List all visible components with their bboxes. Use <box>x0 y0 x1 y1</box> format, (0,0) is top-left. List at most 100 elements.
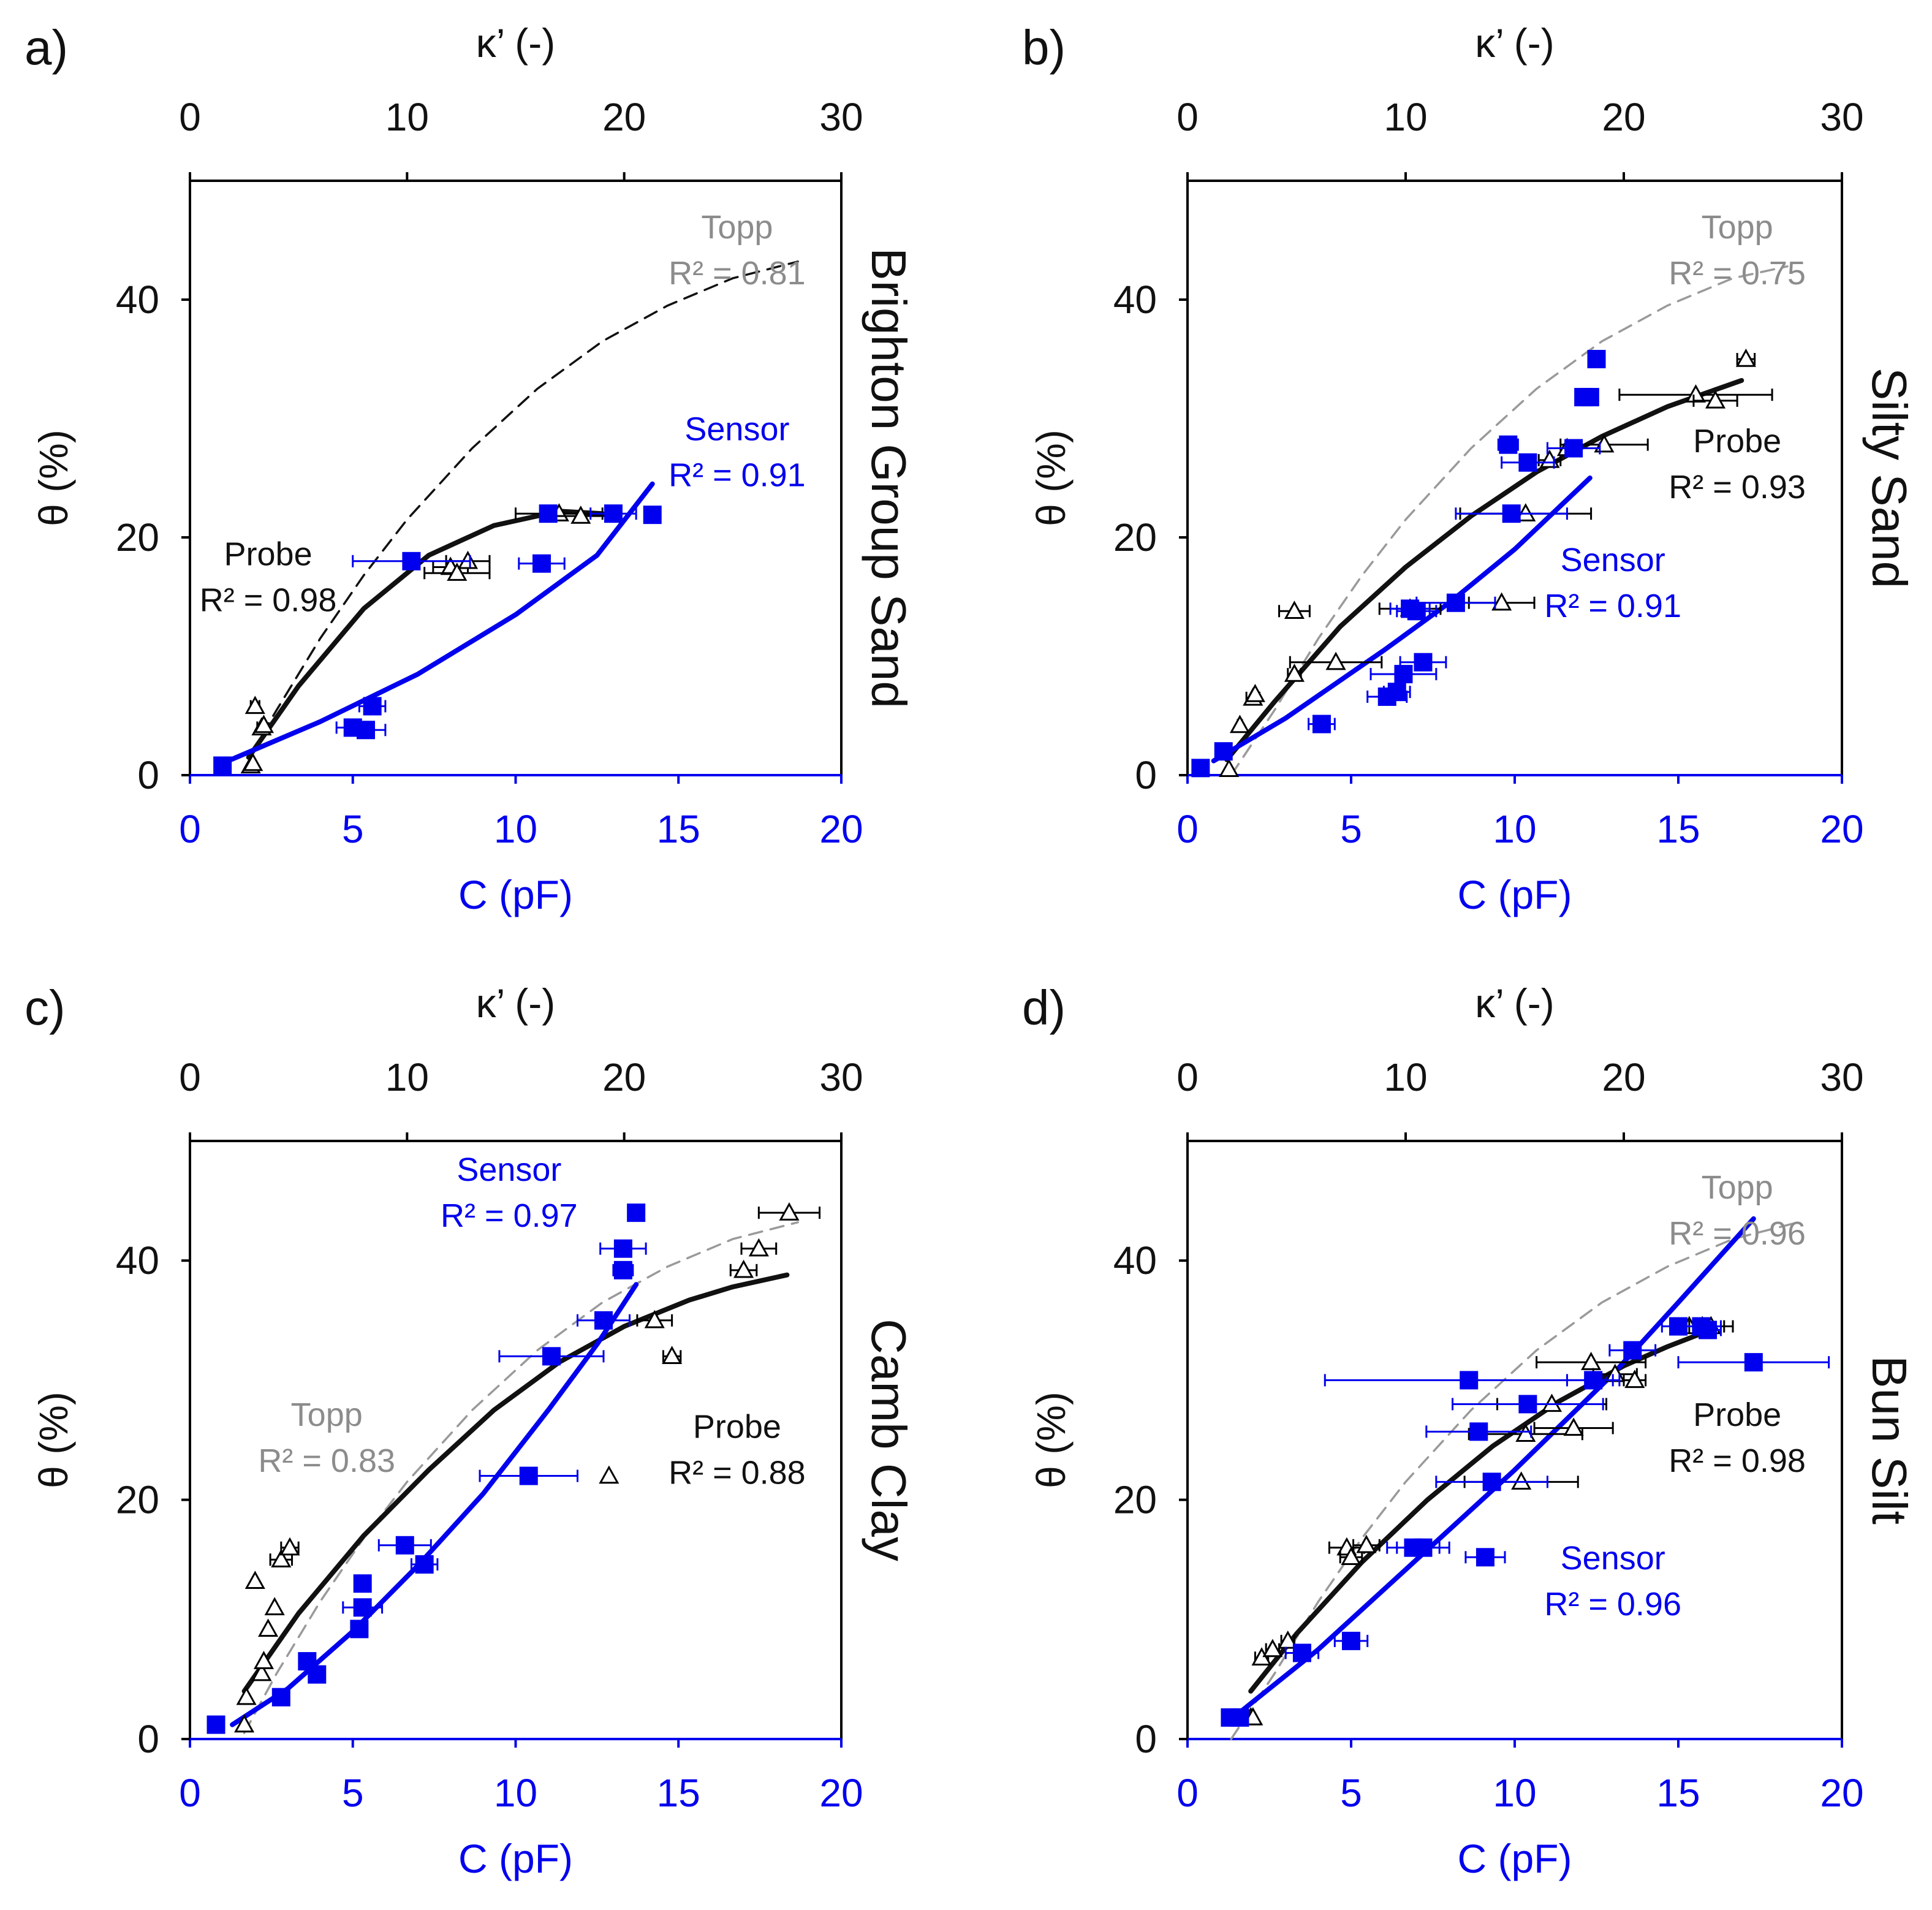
x2-axis-label: κ’ (-) <box>1475 980 1555 1026</box>
sensor-name-label: Sensor <box>1561 1540 1665 1577</box>
sensor-point <box>206 1715 225 1734</box>
probe-point <box>1356 1534 1377 1553</box>
x-tick-label: 10 <box>494 1771 537 1815</box>
probe-r2-label: R² = 0.88 <box>669 1454 806 1491</box>
x2-tick-label: 20 <box>602 95 646 139</box>
probe-point <box>234 1714 255 1733</box>
x-tick-label: 20 <box>1820 1771 1863 1815</box>
probe-point <box>271 1549 292 1567</box>
sensor-point <box>1446 593 1465 612</box>
x-tick-label: 5 <box>1340 807 1362 851</box>
panel-label: c) <box>25 980 66 1035</box>
sensor-fit-line <box>220 481 655 766</box>
sensor-point <box>1414 1538 1433 1557</box>
y-axis-label: θ (%) <box>31 1392 76 1488</box>
probe-point <box>779 1202 800 1221</box>
sensor-point <box>1414 653 1433 672</box>
probe-point <box>1341 1547 1362 1565</box>
sensor-name-label: Sensor <box>456 1151 561 1188</box>
x2-tick-label: 0 <box>179 1055 201 1099</box>
x-tick-label: 15 <box>657 1771 700 1815</box>
y-tick-label: 40 <box>1113 278 1157 322</box>
sensor-point <box>363 697 382 716</box>
probe-point <box>1735 348 1756 367</box>
probe-point <box>279 1537 300 1556</box>
panel-1: 0 5 10 15 20 0 10 20 30 0 20 40 C (pF) κ’ (-) θ (%) a) B… <box>25 20 916 917</box>
probe-name-label: Probe <box>693 1408 781 1445</box>
x-axis-label: C (pF) <box>1458 872 1572 917</box>
y-tick-label: 40 <box>1113 1238 1157 1283</box>
probe-point <box>1284 601 1305 619</box>
sensor-point <box>213 756 232 775</box>
y-tick-label: 40 <box>116 278 159 322</box>
probe-point <box>253 714 275 733</box>
probe-point <box>662 1346 683 1365</box>
x2-axis-label: κ’ (-) <box>476 980 556 1026</box>
sensor-point <box>1499 435 1518 454</box>
y-tick-label: 0 <box>1135 753 1157 797</box>
probe-fit-line <box>241 1272 790 1694</box>
sensor-point <box>353 1574 372 1593</box>
probe-name-label: Probe <box>1693 423 1781 460</box>
sensor-point <box>1214 742 1233 761</box>
probe-point <box>1491 592 1512 611</box>
probe-point <box>244 1571 265 1590</box>
topp-name-label: Topp <box>291 1396 363 1433</box>
probe-point <box>1581 1352 1602 1370</box>
sensor-point <box>604 504 623 523</box>
topp-curve <box>249 260 799 755</box>
probe-point <box>251 1662 272 1681</box>
x-tick-label: 0 <box>179 807 201 851</box>
x2-tick-label: 10 <box>1384 95 1427 139</box>
sensor-point <box>271 1688 290 1707</box>
y-tick-label: 20 <box>116 515 159 559</box>
y-tick-label: 0 <box>137 753 159 797</box>
probe-point <box>748 1238 769 1257</box>
soil-label: Bun Silt <box>1862 1355 1917 1525</box>
sensor-point <box>627 1203 646 1222</box>
x-tick-label: 0 <box>179 1771 201 1815</box>
soil-label: Silty Sand <box>1862 368 1917 588</box>
sensor-point <box>1191 759 1210 778</box>
sensor-point <box>1623 1341 1642 1360</box>
probe-point <box>236 1686 257 1705</box>
y-tick-label: 20 <box>116 1478 159 1522</box>
panel-4: 0 5 10 15 20 0 10 20 30 0 20 40 C (pF) κ’ (-) θ (%) d) B… <box>1022 980 1917 1881</box>
sensor-point <box>613 1260 632 1279</box>
probe-point <box>1219 759 1240 777</box>
sensor-point <box>1518 453 1537 472</box>
probe-point <box>1325 651 1346 670</box>
x2-tick-label: 10 <box>385 95 429 139</box>
sensor-point <box>1476 1548 1494 1567</box>
sensor-point <box>395 1536 414 1555</box>
probe-point <box>264 1597 285 1615</box>
probe-point <box>243 752 263 771</box>
probe-point <box>1515 1423 1536 1442</box>
x-axis-label: C (pF) <box>1458 1836 1572 1881</box>
probe-point <box>1624 1370 1645 1389</box>
sensor-r2-label: R² = 0.91 <box>1544 588 1681 624</box>
sensor-point <box>594 1311 613 1330</box>
sensor-point <box>1580 388 1599 407</box>
topp-name-label: Topp <box>1702 209 1773 246</box>
sensor-point <box>1699 1321 1718 1340</box>
sensor-point <box>1292 1643 1311 1662</box>
sensor-point <box>1584 1371 1603 1390</box>
x-tick-label: 5 <box>1340 1771 1362 1815</box>
x2-tick-label: 10 <box>385 1055 429 1099</box>
probe-name-label: Probe <box>1693 1396 1781 1433</box>
y-tick-label: 40 <box>116 1238 159 1283</box>
topp-r2-label: R² = 0.75 <box>1669 255 1806 292</box>
x-tick-label: 5 <box>342 1771 364 1815</box>
sensor-point <box>613 1239 632 1258</box>
topp-r2-label: R² = 0.83 <box>258 1442 395 1479</box>
sensor-point <box>1394 665 1413 684</box>
sensor-point <box>1230 1708 1249 1727</box>
sensor-fit-line <box>1211 476 1593 764</box>
sensor-point <box>532 554 551 573</box>
y-tick-label: 0 <box>137 1717 159 1761</box>
probe-point <box>1705 390 1726 409</box>
sensor-point <box>1564 439 1583 458</box>
panel-label: d) <box>1022 980 1066 1035</box>
